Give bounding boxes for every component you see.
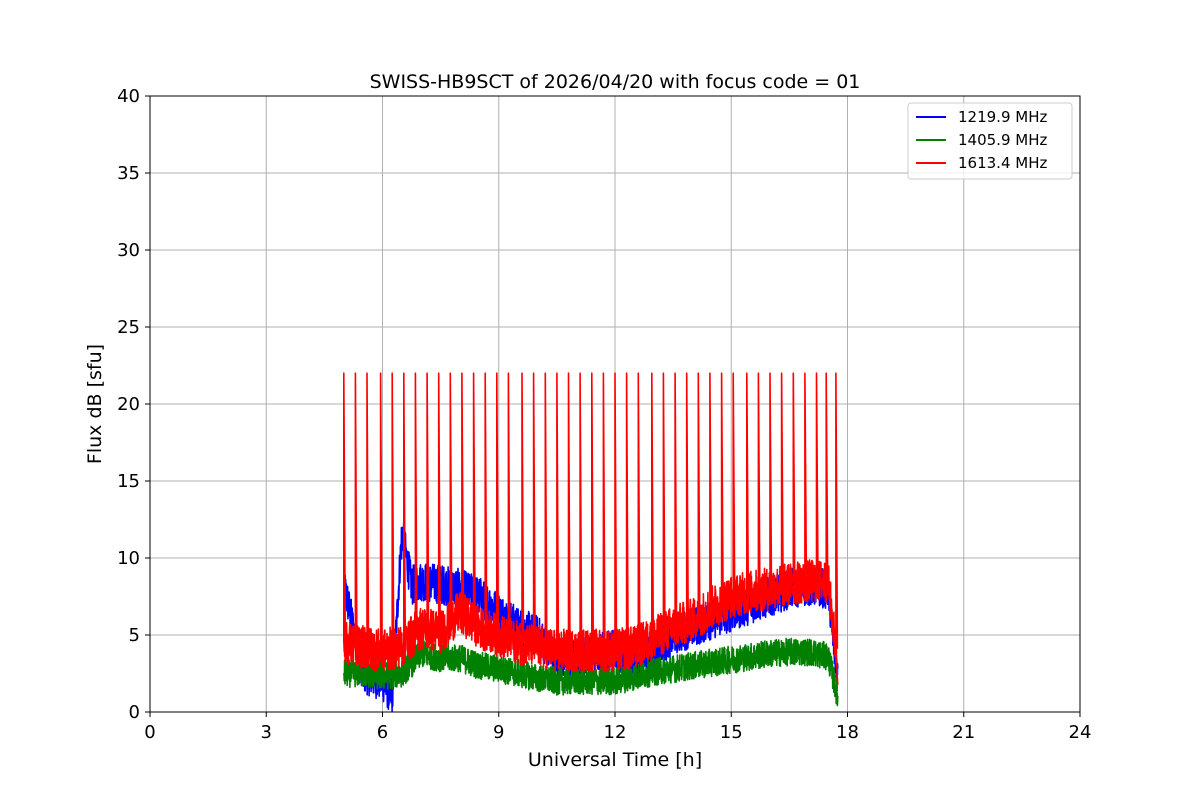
y-tick-label: 40 — [117, 86, 140, 107]
chart-title: SWISS-HB9SCT of 2026/04/20 with focus co… — [370, 71, 861, 93]
x-tick-label: 18 — [836, 722, 859, 743]
x-tick-label: 21 — [952, 722, 975, 743]
y-tick-label: 25 — [117, 317, 140, 338]
legend-label: 1219.9 MHz — [958, 108, 1047, 126]
y-axis: 0 5 10 15 20 25 30 35 40 — [117, 86, 150, 723]
legend-box — [907, 102, 1073, 180]
x-tick-label: 15 — [720, 722, 743, 743]
y-axis-label: Flux dB [sfu] — [84, 344, 106, 464]
y-tick-label: 15 — [117, 471, 140, 492]
y-tick-label: 35 — [117, 163, 140, 184]
x-tick-label: 9 — [493, 722, 504, 743]
y-tick-label: 0 — [129, 702, 140, 723]
plot-series — [343, 372, 839, 712]
legend-label: 1405.9 MHz — [958, 131, 1047, 149]
x-tick-label: 12 — [604, 722, 627, 743]
y-tick-label: 5 — [129, 625, 140, 646]
x-axis: 0 3 6 9 12 15 18 21 24 — [144, 712, 1091, 743]
x-tick-label: 3 — [261, 722, 272, 743]
series-line-1 — [343, 637, 839, 707]
legend-label: 1613.4 MHz — [958, 154, 1047, 172]
x-axis-label: Universal Time [h] — [528, 749, 702, 771]
series-line-2 — [343, 372, 839, 685]
x-tick-label: 0 — [144, 722, 155, 743]
y-tick-label: 20 — [117, 394, 140, 415]
y-tick-label: 10 — [117, 548, 140, 569]
x-tick-label: 24 — [1069, 722, 1092, 743]
x-tick-label: 6 — [377, 722, 388, 743]
legend: 1219.9 MHz 1405.9 MHz 1613.4 MHz — [907, 102, 1073, 180]
y-tick-label: 30 — [117, 240, 140, 261]
